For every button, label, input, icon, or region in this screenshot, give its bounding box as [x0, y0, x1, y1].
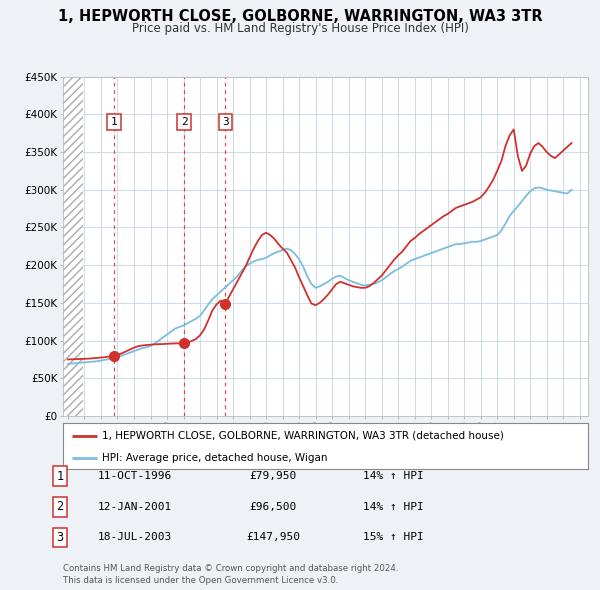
Text: 2: 2	[181, 117, 188, 127]
Text: £147,950: £147,950	[246, 533, 300, 542]
Text: 3: 3	[222, 117, 229, 127]
Text: 1, HEPWORTH CLOSE, GOLBORNE, WARRINGTON, WA3 3TR: 1, HEPWORTH CLOSE, GOLBORNE, WARRINGTON,…	[58, 9, 542, 24]
Text: £79,950: £79,950	[250, 471, 296, 481]
Text: £96,500: £96,500	[250, 502, 296, 512]
Text: 3: 3	[56, 531, 64, 544]
Text: 14% ↑ HPI: 14% ↑ HPI	[362, 502, 424, 512]
Text: 12-JAN-2001: 12-JAN-2001	[98, 502, 172, 512]
Text: HPI: Average price, detached house, Wigan: HPI: Average price, detached house, Wiga…	[103, 453, 328, 463]
Text: 2: 2	[56, 500, 64, 513]
Text: Price paid vs. HM Land Registry's House Price Index (HPI): Price paid vs. HM Land Registry's House …	[131, 22, 469, 35]
Text: 18-JUL-2003: 18-JUL-2003	[98, 533, 172, 542]
Text: 1, HEPWORTH CLOSE, GOLBORNE, WARRINGTON, WA3 3TR (detached house): 1, HEPWORTH CLOSE, GOLBORNE, WARRINGTON,…	[103, 431, 504, 441]
Text: 15% ↑ HPI: 15% ↑ HPI	[362, 533, 424, 542]
Text: 14% ↑ HPI: 14% ↑ HPI	[362, 471, 424, 481]
Text: Contains HM Land Registry data © Crown copyright and database right 2024.
This d: Contains HM Land Registry data © Crown c…	[63, 565, 398, 585]
Text: 11-OCT-1996: 11-OCT-1996	[98, 471, 172, 481]
Text: 1: 1	[110, 117, 117, 127]
Text: 1: 1	[56, 470, 64, 483]
